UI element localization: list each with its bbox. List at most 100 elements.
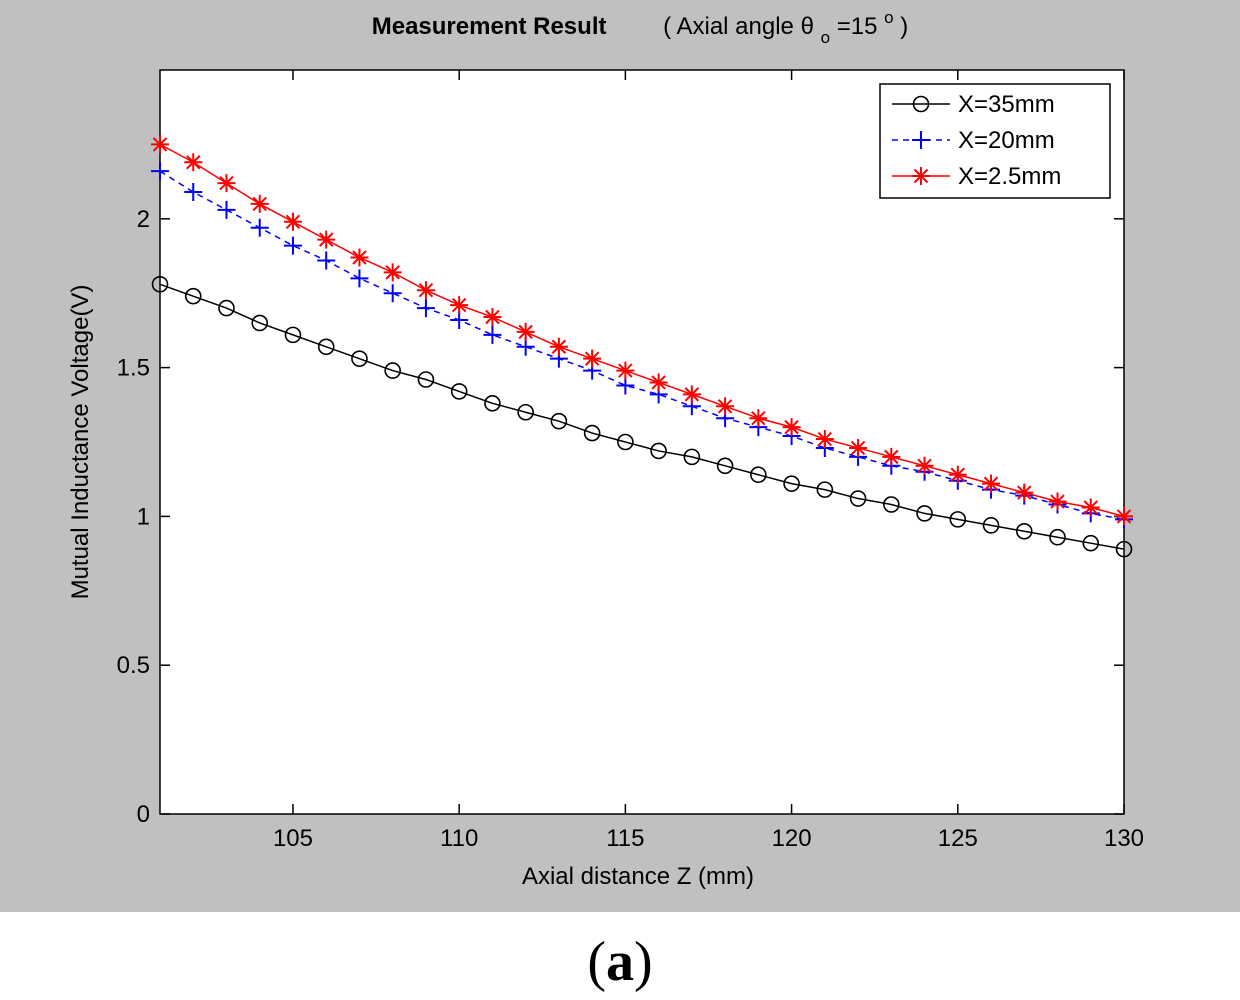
data-point xyxy=(816,481,834,498)
data-point xyxy=(317,251,336,270)
x-tick-label: 120 xyxy=(772,825,812,852)
data-point xyxy=(383,284,402,303)
legend-label: X=2.5mm xyxy=(958,163,1061,190)
data-point xyxy=(283,236,302,255)
data-point xyxy=(384,362,401,379)
x-tick-label: 130 xyxy=(1104,825,1144,852)
data-point xyxy=(417,371,435,388)
chart-subtitle-subscript: o xyxy=(821,28,830,47)
chart-title: Measurement Result xyxy=(372,13,607,40)
series-2 xyxy=(151,135,1133,526)
data-point xyxy=(915,456,934,475)
data-point xyxy=(683,448,701,466)
data-point xyxy=(1082,534,1100,552)
data-point xyxy=(982,474,1001,493)
data-point xyxy=(184,153,203,172)
x-axis: 105 110 115 120 125 130 xyxy=(273,70,1144,852)
data-point xyxy=(882,447,901,466)
data-point xyxy=(682,385,701,404)
data-point xyxy=(649,373,668,392)
data-point xyxy=(483,308,502,327)
data-point xyxy=(351,350,368,367)
data-point xyxy=(517,403,534,421)
data-point xyxy=(250,218,269,237)
data-point xyxy=(483,325,502,344)
data-point xyxy=(350,269,369,288)
data-point xyxy=(912,95,930,113)
chart: Measurement Result ( Axial angle θ o =15… xyxy=(67,2,1144,890)
data-point xyxy=(716,457,734,475)
series-line xyxy=(159,283,1125,550)
data-point xyxy=(516,322,535,341)
data-point xyxy=(317,230,336,249)
y-axis: 0 0.5 1 1.5 2 xyxy=(117,206,1124,828)
legend-entry: X=2.5mm xyxy=(892,163,1061,190)
series-0 xyxy=(151,275,1133,558)
data-point xyxy=(151,135,169,154)
data-point xyxy=(283,212,302,231)
series-line xyxy=(159,170,1125,521)
data-point xyxy=(1115,507,1133,526)
data-point xyxy=(912,131,930,149)
legend: X=35mm X=20mm X=2.5mm xyxy=(879,83,1111,199)
data-point xyxy=(849,490,867,507)
x-tick-label: 125 xyxy=(938,825,978,852)
data-point xyxy=(317,338,335,356)
data-point xyxy=(1015,522,1033,540)
x-tick-label: 105 xyxy=(273,825,313,852)
data-point xyxy=(416,299,435,318)
x-tick-label: 110 xyxy=(440,825,478,852)
chart-subtitle-suffix: ) xyxy=(900,13,908,40)
data-point xyxy=(284,326,302,344)
data-point xyxy=(750,466,767,484)
data-point xyxy=(184,287,202,305)
y-tick-label: 1.5 xyxy=(117,355,150,382)
data-point xyxy=(948,465,967,484)
data-point xyxy=(749,409,768,428)
chart-subtitle-superscript: o xyxy=(884,8,893,27)
data-point xyxy=(912,167,930,185)
data-point xyxy=(250,194,269,213)
data-point xyxy=(583,349,602,368)
data-point xyxy=(217,200,236,219)
data-point xyxy=(416,281,435,300)
y-tick-label: 2 xyxy=(137,206,150,233)
data-point xyxy=(1049,528,1066,546)
data-point xyxy=(350,248,369,267)
data-point xyxy=(1015,483,1034,502)
data-point xyxy=(650,442,667,460)
data-point xyxy=(782,418,801,437)
data-point xyxy=(617,433,634,451)
panel-label-letter: a xyxy=(606,931,634,993)
data-point xyxy=(151,275,169,293)
data-point xyxy=(916,505,933,522)
data-point xyxy=(218,299,235,317)
series-container xyxy=(151,135,1133,558)
data-point xyxy=(883,496,900,513)
data-point xyxy=(783,475,800,492)
data-point xyxy=(716,397,735,416)
data-point xyxy=(184,183,203,202)
data-point xyxy=(815,430,834,449)
data-point xyxy=(251,314,269,332)
legend-label: X=35mm xyxy=(958,91,1055,118)
panel-label: (a) xyxy=(0,930,1240,994)
x-tick-label: 115 xyxy=(606,825,644,852)
chart-title-group: Measurement Result ( Axial angle θ o =15… xyxy=(372,2,909,49)
data-point xyxy=(1081,498,1100,517)
data-point xyxy=(1115,540,1133,558)
data-point xyxy=(383,263,402,282)
series-line xyxy=(159,143,1125,518)
data-point xyxy=(949,511,967,528)
panel-label-open: ( xyxy=(587,931,606,993)
data-point xyxy=(550,412,568,430)
data-point xyxy=(484,395,501,412)
chart-subtitle-mid: =15 xyxy=(837,13,878,40)
data-point xyxy=(982,517,1000,534)
legend-label: X=20mm xyxy=(958,127,1055,154)
data-point xyxy=(616,361,635,380)
y-tick-label: 0 xyxy=(137,801,150,828)
legend-entry: X=35mm xyxy=(892,91,1055,118)
data-point xyxy=(151,162,169,181)
legend-entry: X=20mm xyxy=(892,127,1055,154)
